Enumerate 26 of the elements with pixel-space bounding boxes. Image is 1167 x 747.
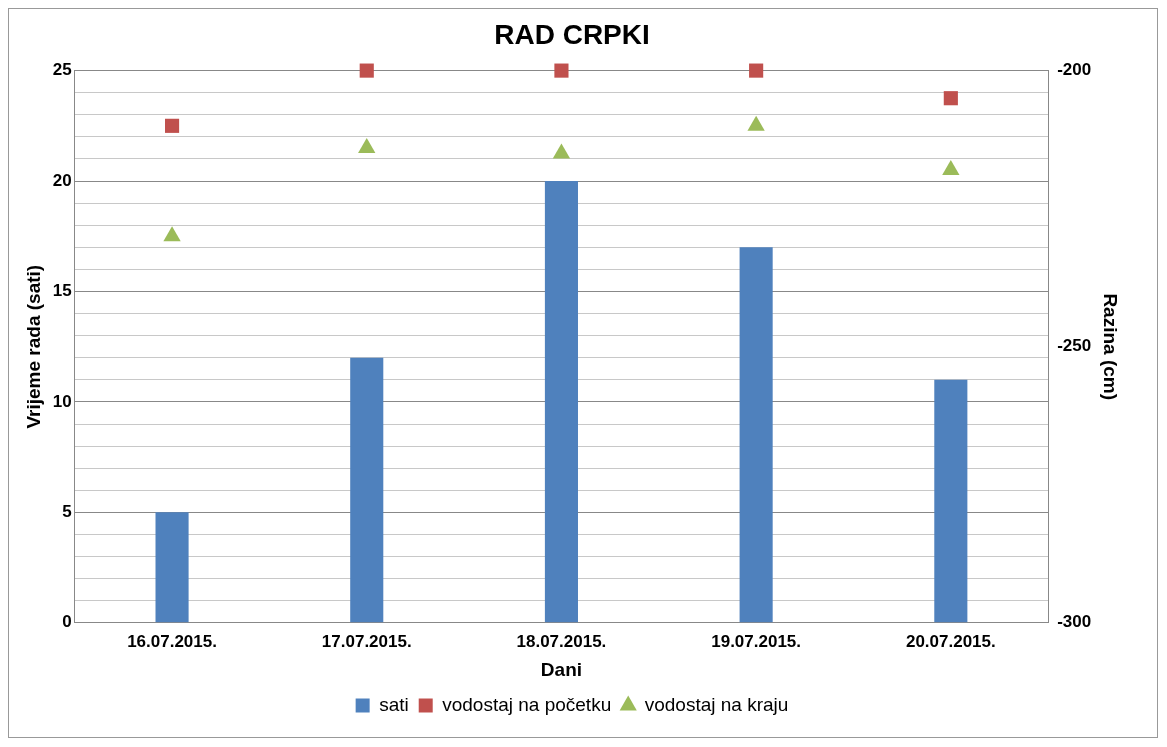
- y-axis-title: Vrijeme rada (sati): [22, 264, 44, 429]
- y2-axis-title: Razina (cm): [1100, 293, 1122, 401]
- y-tick-label: 0: [62, 612, 72, 632]
- y-tick-label: 15: [52, 281, 72, 301]
- y-tick-label: 25: [52, 60, 72, 80]
- y2-tick-label: -200: [1057, 60, 1092, 80]
- legend-label: vodostaj na kraju: [644, 693, 789, 715]
- bar: [934, 379, 968, 623]
- y2-tick-label: -250: [1057, 336, 1092, 356]
- x-tick-label: 16.07.2015.: [127, 631, 217, 651]
- bar: [350, 357, 384, 623]
- y-tick-label: 20: [52, 170, 72, 190]
- x-tick-label: 17.07.2015.: [321, 631, 412, 651]
- y-tick-label: 10: [52, 391, 72, 411]
- x-tick-label: 20.07.2015.: [905, 631, 996, 651]
- chart-title: RAD CRPKI: [494, 18, 650, 50]
- legend-label: vodostaj na početku: [442, 693, 612, 715]
- x-axis-title: Dani: [540, 658, 583, 680]
- bar: [155, 512, 189, 623]
- bar: [739, 247, 773, 623]
- legend-label: sati: [379, 693, 409, 715]
- x-tick-label: 19.07.2015.: [711, 631, 802, 651]
- y-tick-label: 5: [62, 502, 72, 522]
- x-tick-label: 18.07.2015.: [516, 631, 607, 651]
- bar: [544, 181, 578, 623]
- y2-tick-label: -300: [1057, 612, 1092, 632]
